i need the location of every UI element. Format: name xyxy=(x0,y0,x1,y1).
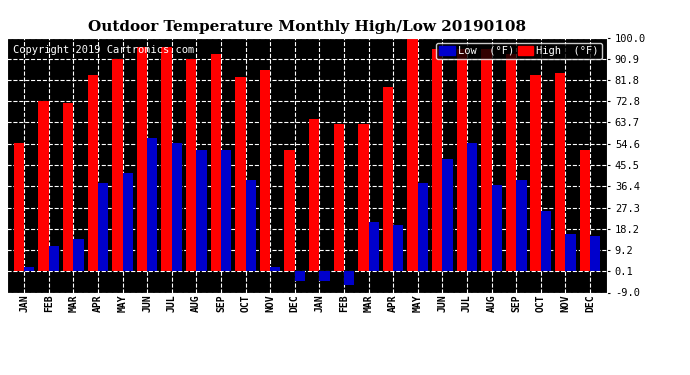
Bar xyxy=(580,150,590,272)
Bar xyxy=(417,183,428,272)
Bar xyxy=(63,103,73,272)
Bar xyxy=(442,159,453,272)
Bar xyxy=(295,272,305,281)
Bar xyxy=(39,100,49,272)
Bar xyxy=(270,267,280,272)
Bar xyxy=(24,267,34,272)
Bar xyxy=(457,49,467,272)
Bar xyxy=(112,58,123,272)
Bar xyxy=(491,185,502,272)
Bar xyxy=(260,70,270,272)
Bar xyxy=(221,150,231,272)
Bar xyxy=(555,73,565,272)
Bar xyxy=(161,47,172,272)
Bar xyxy=(432,49,442,272)
Bar xyxy=(186,58,197,272)
Bar xyxy=(393,225,404,272)
Bar xyxy=(98,183,108,272)
Bar xyxy=(590,236,600,272)
Bar xyxy=(358,124,368,272)
Bar xyxy=(407,35,417,272)
Bar xyxy=(368,222,379,272)
Title: Outdoor Temperature Monthly High/Low 20190108: Outdoor Temperature Monthly High/Low 201… xyxy=(88,20,526,33)
Bar xyxy=(334,124,344,272)
Legend: Low  (°F), High  (°F): Low (°F), High (°F) xyxy=(436,43,602,59)
Bar xyxy=(123,173,133,272)
Bar xyxy=(235,77,246,272)
Bar xyxy=(565,234,575,272)
Bar xyxy=(516,180,526,272)
Bar xyxy=(383,87,393,272)
Bar xyxy=(309,119,319,272)
Bar xyxy=(481,49,491,272)
Bar xyxy=(284,150,295,272)
Bar xyxy=(88,75,98,272)
Bar xyxy=(147,138,157,272)
Bar xyxy=(14,143,24,272)
Bar xyxy=(137,47,147,272)
Bar xyxy=(541,211,551,272)
Bar xyxy=(197,150,207,272)
Bar xyxy=(531,75,541,272)
Bar xyxy=(319,272,330,281)
Bar xyxy=(506,54,516,271)
Bar xyxy=(73,239,83,272)
Bar xyxy=(172,143,182,272)
Bar xyxy=(344,272,354,285)
Bar xyxy=(467,143,477,272)
Bar xyxy=(49,246,59,272)
Bar xyxy=(246,180,256,272)
Bar xyxy=(210,54,221,271)
Text: Copyright 2019 Cartronics.com: Copyright 2019 Cartronics.com xyxy=(13,45,194,55)
